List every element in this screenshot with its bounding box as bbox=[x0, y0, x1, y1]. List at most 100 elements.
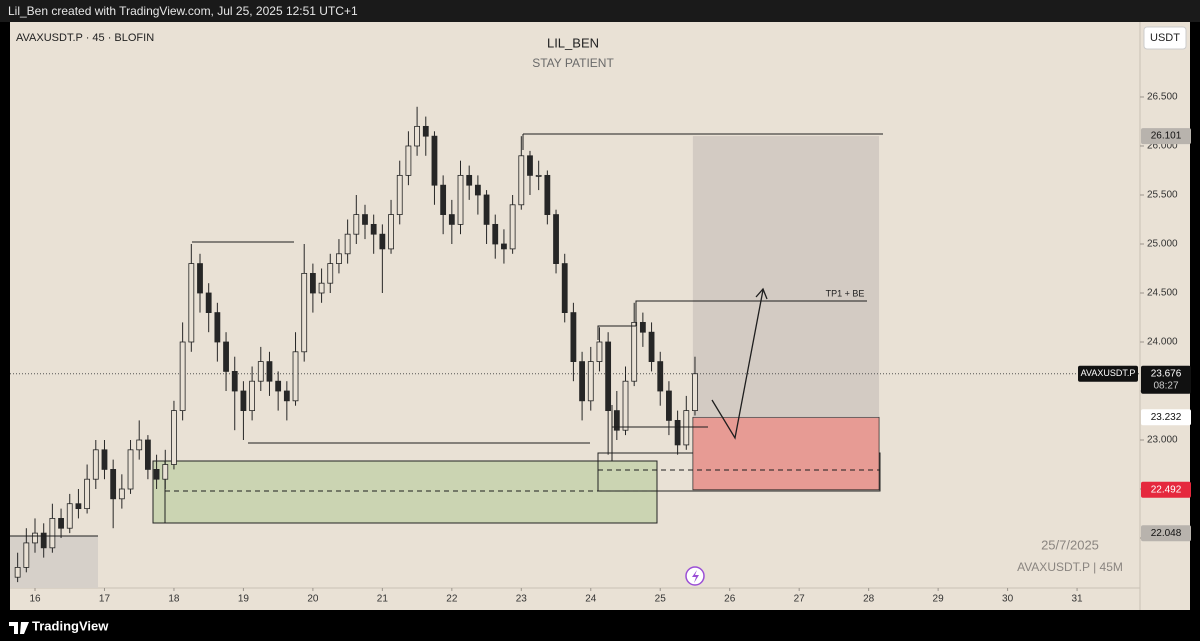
x-tick-label: 27 bbox=[794, 594, 806, 605]
candle-body bbox=[440, 184, 447, 215]
candle-body bbox=[240, 390, 247, 412]
watermark: 25/7/2025 bbox=[1041, 537, 1099, 552]
candle-body bbox=[197, 263, 203, 294]
candle-body bbox=[622, 380, 629, 431]
x-tick-label: 16 bbox=[29, 594, 41, 605]
entry-badge bbox=[1141, 409, 1191, 426]
x-tick-label: 24 bbox=[585, 594, 597, 605]
target-badge-label: 26.101 bbox=[1151, 131, 1182, 142]
chart-title: LIL_BEN bbox=[547, 35, 599, 50]
x-tick-label: 17 bbox=[99, 594, 111, 605]
candle-body bbox=[179, 341, 186, 412]
x-tick-label: 22 bbox=[446, 594, 458, 605]
currency-button[interactable] bbox=[1143, 26, 1187, 50]
candle-body bbox=[144, 439, 151, 470]
x-tick-label: 19 bbox=[238, 594, 250, 605]
candle-body bbox=[23, 542, 30, 568]
x-tick-label: 18 bbox=[168, 594, 180, 605]
top-bar bbox=[0, 0, 1200, 22]
candle-body bbox=[353, 214, 360, 235]
candle-body bbox=[231, 371, 238, 392]
candle-body bbox=[692, 373, 698, 412]
x-tick-label: 23 bbox=[516, 594, 528, 605]
candle-body bbox=[570, 312, 577, 363]
risk-zone bbox=[692, 417, 880, 490]
candle-body bbox=[683, 410, 690, 446]
candle-body bbox=[249, 380, 256, 412]
countdown: 08:27 bbox=[1153, 380, 1178, 391]
candle-body bbox=[49, 518, 56, 549]
watermark: AVAXUSDT.P | 45M bbox=[1017, 560, 1123, 574]
stop-badge bbox=[1141, 481, 1191, 498]
candle-body bbox=[266, 361, 273, 382]
candle-body bbox=[275, 380, 282, 392]
candle-body bbox=[396, 174, 403, 215]
y-tick-label: 24.000 bbox=[1147, 337, 1178, 348]
x-tick-label: 29 bbox=[933, 594, 945, 605]
arrow-head bbox=[755, 287, 768, 300]
candle-body bbox=[318, 282, 325, 294]
symbol-label: AVAXUSDT.P · 45 · BLOFIN bbox=[16, 32, 154, 44]
candle-body bbox=[587, 361, 594, 402]
x-tick-label: 21 bbox=[377, 594, 389, 605]
candle-body bbox=[544, 174, 551, 215]
risk-border bbox=[692, 416, 880, 491]
last-price-badge bbox=[1141, 365, 1191, 394]
candle-body bbox=[283, 390, 290, 402]
candles bbox=[14, 106, 698, 583]
candle-body bbox=[509, 204, 516, 250]
candle-body bbox=[344, 233, 351, 255]
candle-body bbox=[466, 174, 473, 186]
header-text: Lil_Ben created with TradingView.com, Ju… bbox=[8, 4, 358, 18]
candle-body bbox=[162, 464, 169, 480]
chart-subtitle: STAY PATIENT bbox=[532, 56, 614, 70]
candle-body bbox=[657, 361, 664, 392]
range-line bbox=[597, 325, 636, 340]
candle-body bbox=[309, 272, 316, 294]
candle-body bbox=[388, 214, 394, 250]
x-tick-label: 26 bbox=[724, 594, 736, 605]
candle-body bbox=[75, 503, 82, 510]
stop-badge-label: 22.492 bbox=[1151, 484, 1182, 495]
level-badge-label: 22.048 bbox=[1151, 528, 1182, 539]
candle-body bbox=[362, 214, 368, 225]
candle-body bbox=[40, 532, 47, 549]
candle-body bbox=[518, 155, 525, 206]
candle-body bbox=[301, 272, 308, 353]
candle-body bbox=[136, 439, 143, 451]
candle-body bbox=[613, 410, 620, 431]
candle-body bbox=[110, 469, 117, 500]
candle-body bbox=[639, 321, 646, 333]
y-tick-label: 24.500 bbox=[1147, 288, 1178, 299]
target-badge bbox=[1141, 128, 1191, 145]
annotation: TP1 + BE bbox=[826, 288, 865, 298]
candle-body bbox=[292, 351, 299, 402]
logo bbox=[9, 622, 29, 634]
candle-body bbox=[127, 449, 134, 490]
candle-body bbox=[84, 478, 91, 510]
candle-body bbox=[527, 155, 533, 176]
candle-body bbox=[92, 449, 99, 480]
candle-body bbox=[414, 125, 420, 147]
y-tick-label: 25.500 bbox=[1147, 190, 1178, 201]
candle-body bbox=[596, 341, 603, 362]
candle-body bbox=[579, 361, 585, 402]
candle-body bbox=[474, 184, 481, 196]
candle-body bbox=[379, 233, 386, 250]
x-tick-label: 31 bbox=[1071, 594, 1083, 605]
projection-arrow bbox=[711, 289, 764, 440]
candle-body bbox=[223, 341, 229, 372]
position-tool bbox=[10, 136, 1140, 491]
candle-body bbox=[666, 390, 672, 421]
reward-zone bbox=[692, 136, 880, 418]
candle-body bbox=[205, 292, 212, 313]
currency-label: USDT bbox=[1150, 32, 1180, 44]
demand-zone bbox=[152, 460, 658, 524]
candle-body bbox=[171, 410, 177, 465]
candle-body bbox=[327, 263, 334, 284]
entry-badge-label: 23.232 bbox=[1151, 412, 1182, 423]
candle-body bbox=[674, 420, 681, 446]
candle-body bbox=[14, 567, 21, 578]
